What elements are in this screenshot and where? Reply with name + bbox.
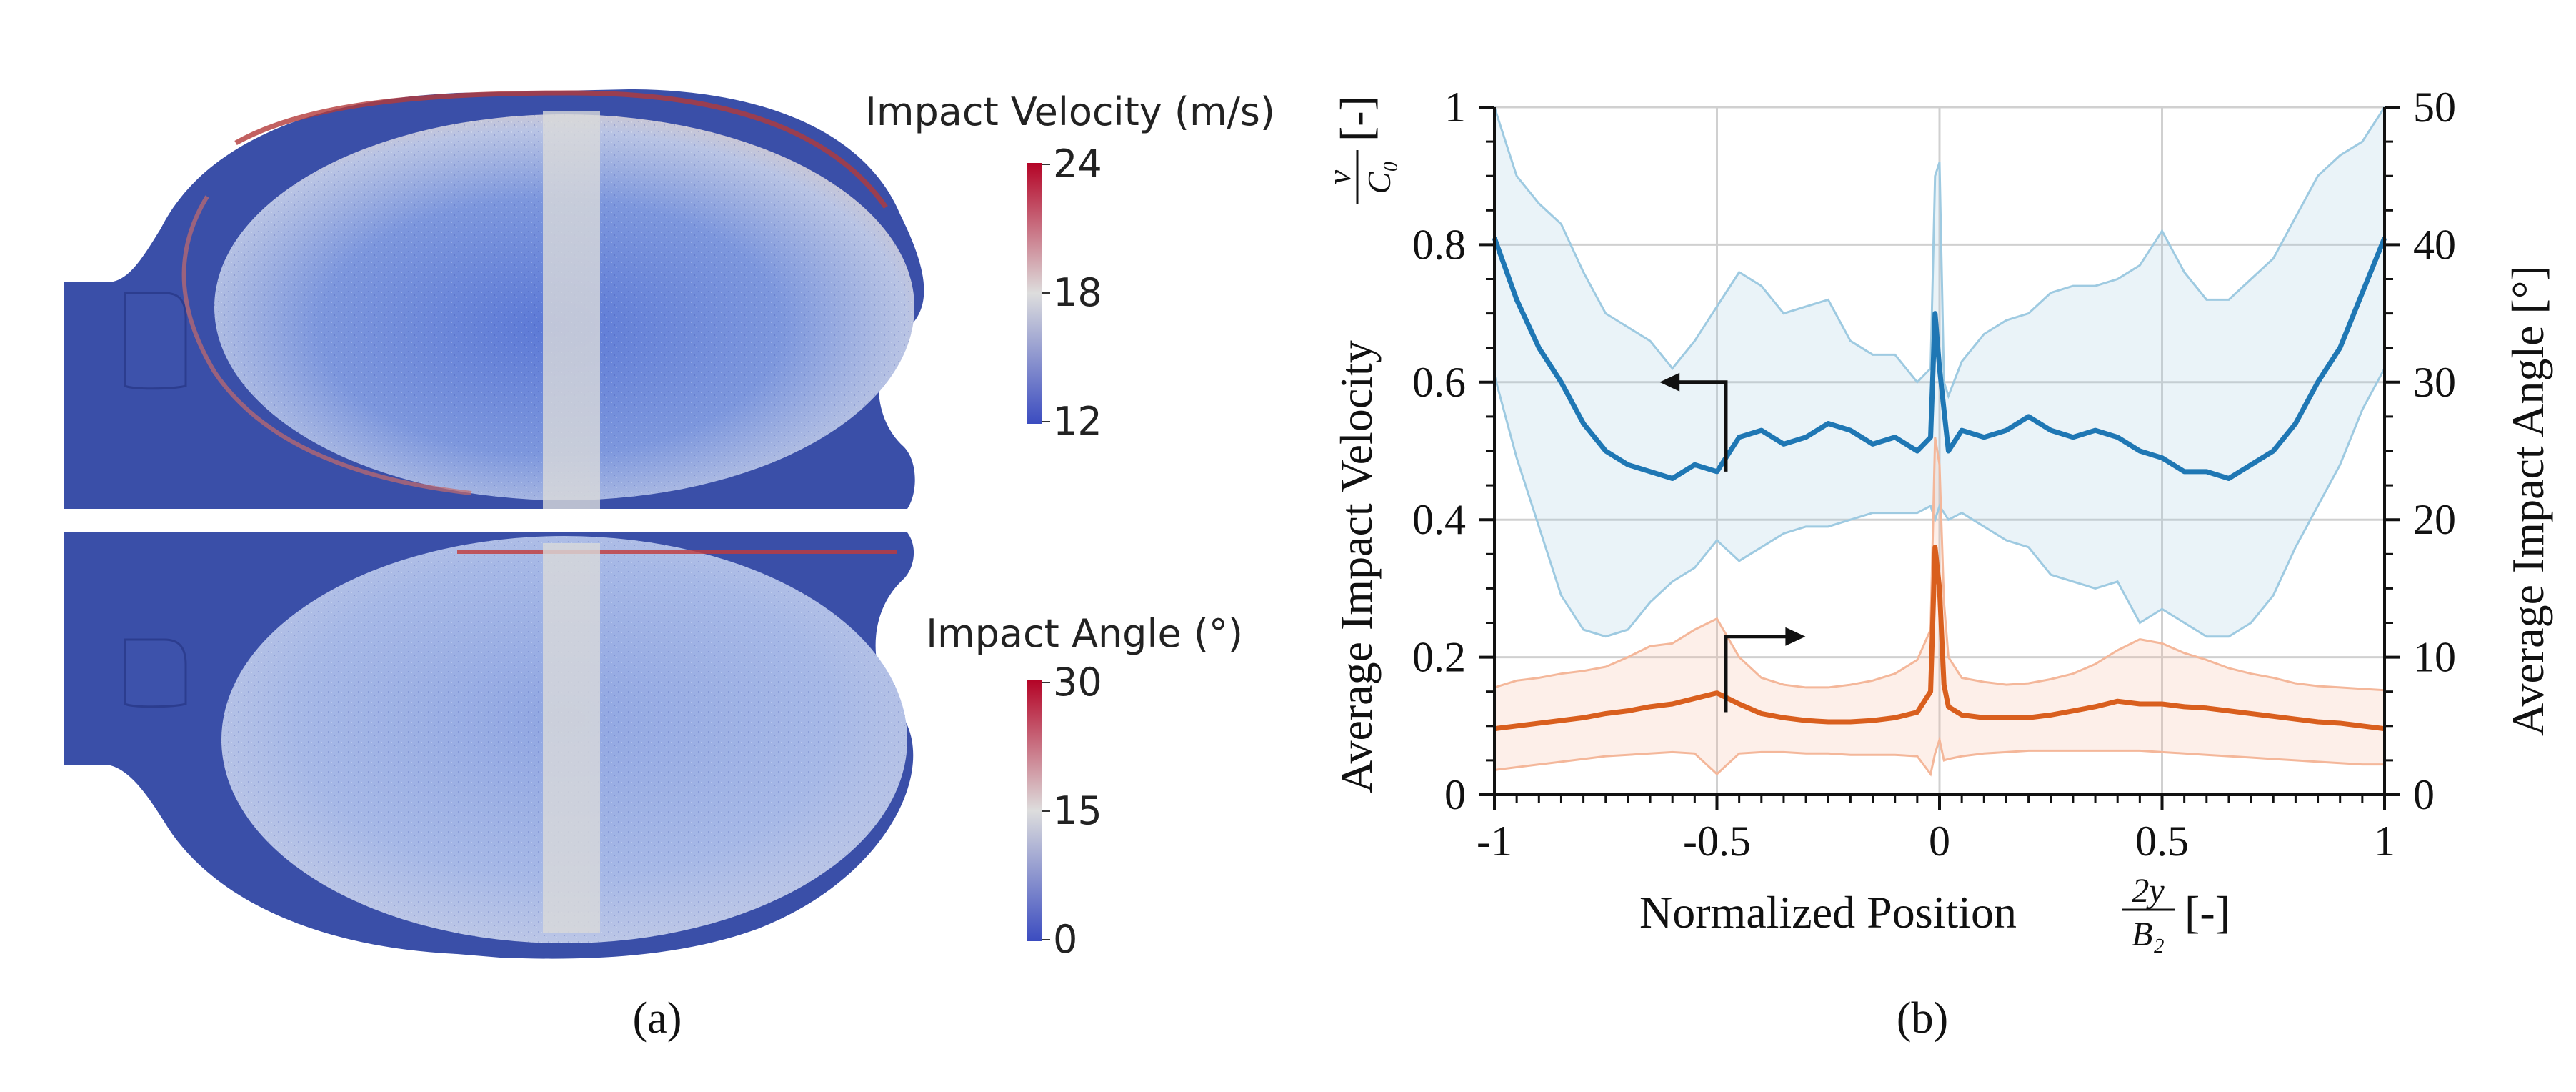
x-axis-label-numerator: 2y bbox=[2132, 872, 2165, 910]
angle-body bbox=[64, 532, 914, 959]
panel-a-label: (a) bbox=[633, 994, 682, 1043]
velocity-body bbox=[64, 89, 924, 509]
y-right-tick-label: 10 bbox=[2413, 634, 2456, 681]
series-1-mean-line bbox=[1494, 545, 2385, 732]
y-left-tick-label: 0.4 bbox=[1412, 496, 1466, 543]
annotations bbox=[1659, 372, 1806, 713]
velocity-colorbar-tick-max: 24 bbox=[1053, 142, 1102, 187]
series-1-lower-line bbox=[1494, 735, 2385, 777]
velocity-sample-strip bbox=[543, 111, 600, 509]
angle-colorbar-tick-max: 30 bbox=[1053, 660, 1102, 705]
velocity-colorbar-title: Impact Velocity (m/s) bbox=[865, 89, 1275, 134]
annotation-arrowhead-left bbox=[1659, 372, 1680, 392]
series-0-lower-line bbox=[1493, 367, 2386, 638]
y-left-tick-label: 0.6 bbox=[1412, 359, 1466, 406]
x-tick-label: 0 bbox=[1929, 818, 1950, 865]
y-left-axis-label-numerator: v bbox=[1321, 169, 1357, 184]
annotation-arrowhead-right bbox=[1785, 627, 1806, 646]
angle-colorbar-tick-mid: 15 bbox=[1053, 788, 1102, 833]
y-right-tick-label: 20 bbox=[2413, 496, 2456, 543]
panel-a-figure: Impact Velocity (m/s) 24 18 12 Impact An… bbox=[64, 89, 1275, 1043]
x-tick-label: 1 bbox=[2374, 818, 2395, 865]
panel-b-label: (b) bbox=[1897, 994, 1948, 1043]
y-left-tick-label: 1 bbox=[1444, 84, 1466, 131]
y-right-axis-label: Average Impact Angle [°] bbox=[2502, 265, 2553, 736]
y-right-tick-label: 50 bbox=[2413, 84, 2456, 131]
series-0-upper-line bbox=[1493, 106, 2386, 399]
panel-a: Impact Velocity (m/s) 24 18 12 Impact An… bbox=[64, 89, 1275, 1043]
y-right-tick-label: 30 bbox=[2413, 359, 2456, 406]
y-left-axis-label-unit: [-] bbox=[1331, 96, 1382, 142]
x-axis-label-text: Normalized Position bbox=[1639, 887, 2017, 938]
y-right-tick-label: 40 bbox=[2413, 221, 2456, 268]
series-1-upper-line bbox=[1494, 437, 2385, 692]
y-left-tick-label: 0 bbox=[1444, 771, 1466, 818]
x-axis-label-unit: [-] bbox=[2185, 887, 2230, 938]
series-0-mean-line bbox=[1492, 237, 2387, 481]
x-tick-label: 0.5 bbox=[2135, 818, 2189, 865]
y-left-axis-label-text: Average Impact Velocity bbox=[1331, 340, 1382, 793]
y-right-axis-label-text: Average Impact Angle [°] bbox=[2502, 265, 2553, 736]
velocity-colorbar-tick-mid: 18 bbox=[1053, 270, 1102, 315]
y-left-axis-label: Average Impact Velocity v C₀ [-] bbox=[1321, 96, 1397, 793]
angle-colorbar-title: Impact Angle (°) bbox=[926, 611, 1243, 656]
x-axis-label: Normalized Position 2y B₂ [-] bbox=[1639, 872, 2230, 953]
y-left-tick-label: 0.8 bbox=[1412, 221, 1466, 268]
y-left-tick-label: 0.2 bbox=[1412, 634, 1466, 681]
velocity-colorbar-gradient bbox=[1027, 163, 1042, 424]
y-left-axis-label-denominator: C₀ bbox=[1361, 161, 1397, 194]
x-tick-label: -1 bbox=[1477, 818, 1512, 865]
y-right-tick-label: 0 bbox=[2413, 771, 2435, 818]
angle-sample-strip bbox=[543, 543, 600, 933]
panel-b: -1 -0.5 0 0.5 1 0 0.2 0.4 0.6 0.8 1 0 10 20 30 40 50 Nor… bbox=[1314, 0, 2576, 1092]
velocity-colorbar: Impact Velocity (m/s) 24 18 12 bbox=[865, 89, 1275, 444]
annotation-arrow-left bbox=[1672, 380, 1728, 472]
series-lines bbox=[1492, 106, 2387, 777]
angle-colorbar-gradient bbox=[1027, 680, 1042, 941]
x-axis-label-denominator: B₂ bbox=[2132, 915, 2165, 953]
angle-colorbar: Impact Angle (°) 30 15 0 bbox=[926, 611, 1243, 962]
angle-colorbar-tick-min: 0 bbox=[1053, 917, 1077, 962]
velocity-colorbar-tick-min: 12 bbox=[1053, 399, 1102, 444]
x-tick-label: -0.5 bbox=[1683, 818, 1751, 865]
annotation-arrow-right bbox=[1724, 635, 1793, 713]
